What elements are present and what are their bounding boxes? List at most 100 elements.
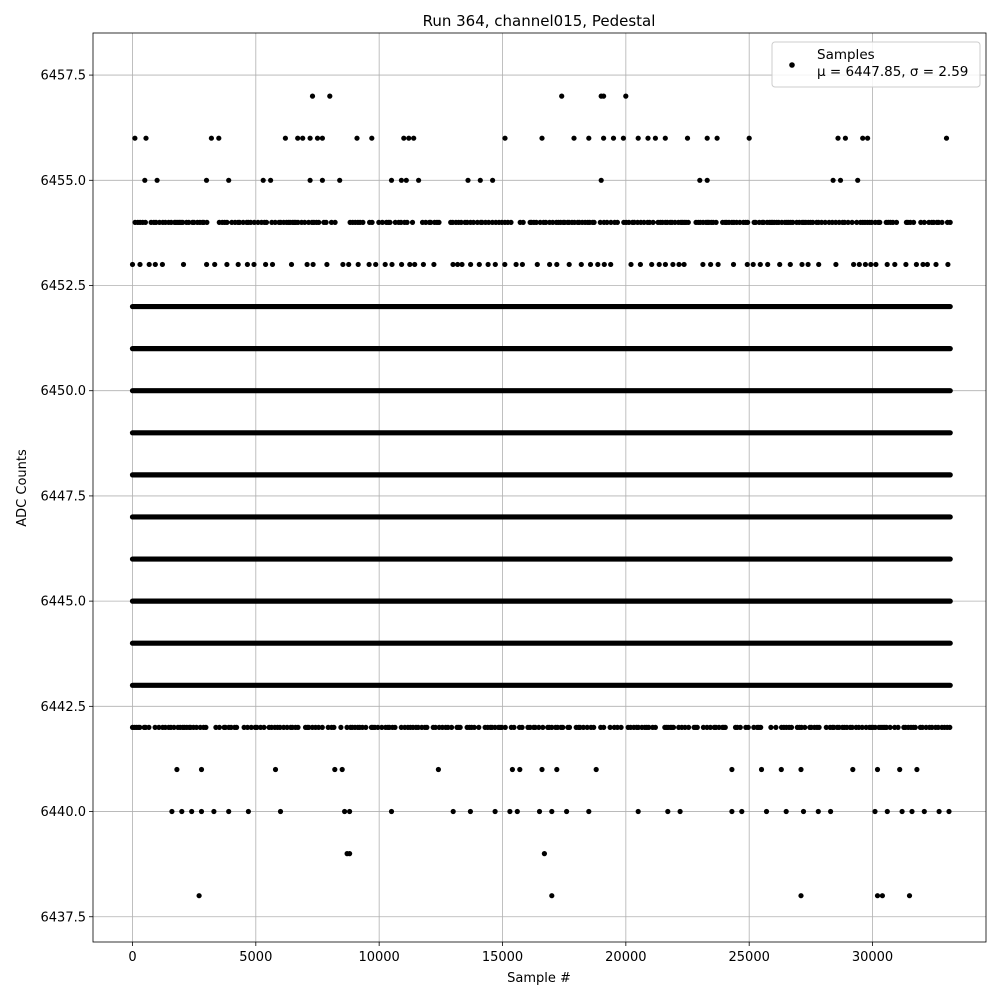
sample-point: [884, 261, 890, 268]
sample-point: [865, 135, 871, 141]
sample-point: [903, 261, 909, 268]
sample-point: [874, 766, 881, 773]
sample-point: [601, 93, 607, 99]
sample-point: [492, 808, 498, 815]
sample-point: [403, 177, 409, 183]
sample-point: [768, 724, 774, 730]
sample-point: [355, 261, 361, 268]
sample-point: [877, 219, 883, 225]
sample-point: [921, 219, 927, 225]
sample-point: [517, 766, 523, 773]
sample-point: [392, 724, 398, 730]
sample-point: [554, 261, 560, 268]
sample-point: [587, 261, 594, 268]
sample-point: [739, 808, 745, 815]
sample-point: [763, 808, 770, 815]
sample-point: [564, 808, 570, 815]
sample-point: [549, 724, 555, 730]
sample-point: [893, 219, 900, 225]
sample-point: [513, 261, 519, 268]
sample-point: [388, 808, 395, 815]
sample-point: [729, 766, 735, 773]
sample-point: [142, 177, 148, 183]
sample-point: [652, 724, 659, 730]
sample-point: [783, 808, 789, 815]
sample-point: [787, 261, 793, 268]
sample-point: [204, 219, 210, 225]
sample-point: [745, 724, 751, 730]
sample-point: [132, 135, 138, 141]
sample-point: [306, 724, 312, 730]
sample-point: [519, 261, 526, 268]
sample-point: [467, 808, 473, 815]
sample-point: [492, 261, 498, 268]
sample-point: [288, 261, 295, 268]
sample-point: [595, 261, 601, 268]
sample-point: [929, 724, 935, 730]
sample-point: [532, 724, 538, 730]
sample-point: [536, 808, 543, 815]
sample-point: [420, 261, 426, 268]
sample-point: [899, 808, 905, 815]
sample-point: [470, 219, 477, 225]
sample-point: [398, 219, 404, 225]
sample-point: [152, 724, 158, 730]
sample-point: [681, 261, 687, 268]
sample-point: [626, 219, 632, 225]
sample-point: [324, 261, 330, 268]
sample-point: [833, 261, 839, 268]
sample-point: [224, 261, 230, 268]
legend-series-name: Samples: [817, 47, 875, 63]
y-tick-label: 6447.5: [41, 489, 87, 504]
sample-point: [211, 808, 217, 815]
sample-point: [319, 724, 325, 730]
sample-point: [346, 261, 352, 268]
sample-point: [519, 724, 525, 730]
sample-point: [604, 219, 610, 225]
sample-point: [578, 261, 584, 268]
sample-point: [906, 893, 913, 899]
sample-point: [198, 766, 205, 773]
sample-point: [536, 724, 542, 730]
sample-point: [571, 135, 577, 141]
sample-point: [597, 219, 603, 225]
sample-point: [457, 724, 463, 730]
x-tick-label: 15000: [482, 950, 523, 965]
legend-statistics: μ = 6447.85, σ = 2.59: [817, 64, 968, 80]
sample-point: [226, 177, 232, 183]
sample-point: [737, 724, 743, 730]
sample-point: [946, 808, 952, 815]
sample-point: [850, 766, 856, 773]
sample-point: [822, 219, 828, 225]
sample-point: [224, 219, 230, 225]
sample-point: [670, 261, 676, 268]
sample-point: [758, 724, 764, 730]
sample-point: [549, 893, 555, 899]
sample-point: [601, 724, 607, 730]
sample-point: [476, 261, 482, 268]
sample-point: [146, 261, 152, 268]
sample-point: [307, 177, 313, 183]
sample-point: [645, 135, 651, 141]
sample-point: [332, 766, 338, 773]
sample-point: [670, 724, 677, 730]
sample-point: [913, 261, 920, 268]
sample-point: [936, 808, 942, 815]
sample-point: [798, 893, 804, 899]
sample-point: [379, 724, 385, 730]
sample-point: [816, 261, 822, 268]
sample-point: [154, 177, 160, 183]
sample-point: [212, 261, 218, 268]
sample-point: [890, 219, 896, 225]
sample-point: [608, 219, 614, 225]
sample-point: [272, 766, 279, 773]
sample-point: [196, 893, 202, 899]
sample-point: [485, 261, 491, 268]
sample-point: [307, 135, 313, 141]
sample-point: [366, 261, 372, 268]
sample-point: [502, 135, 508, 141]
sample-point: [939, 219, 945, 225]
sample-point: [745, 219, 751, 225]
sample-point: [180, 261, 187, 268]
